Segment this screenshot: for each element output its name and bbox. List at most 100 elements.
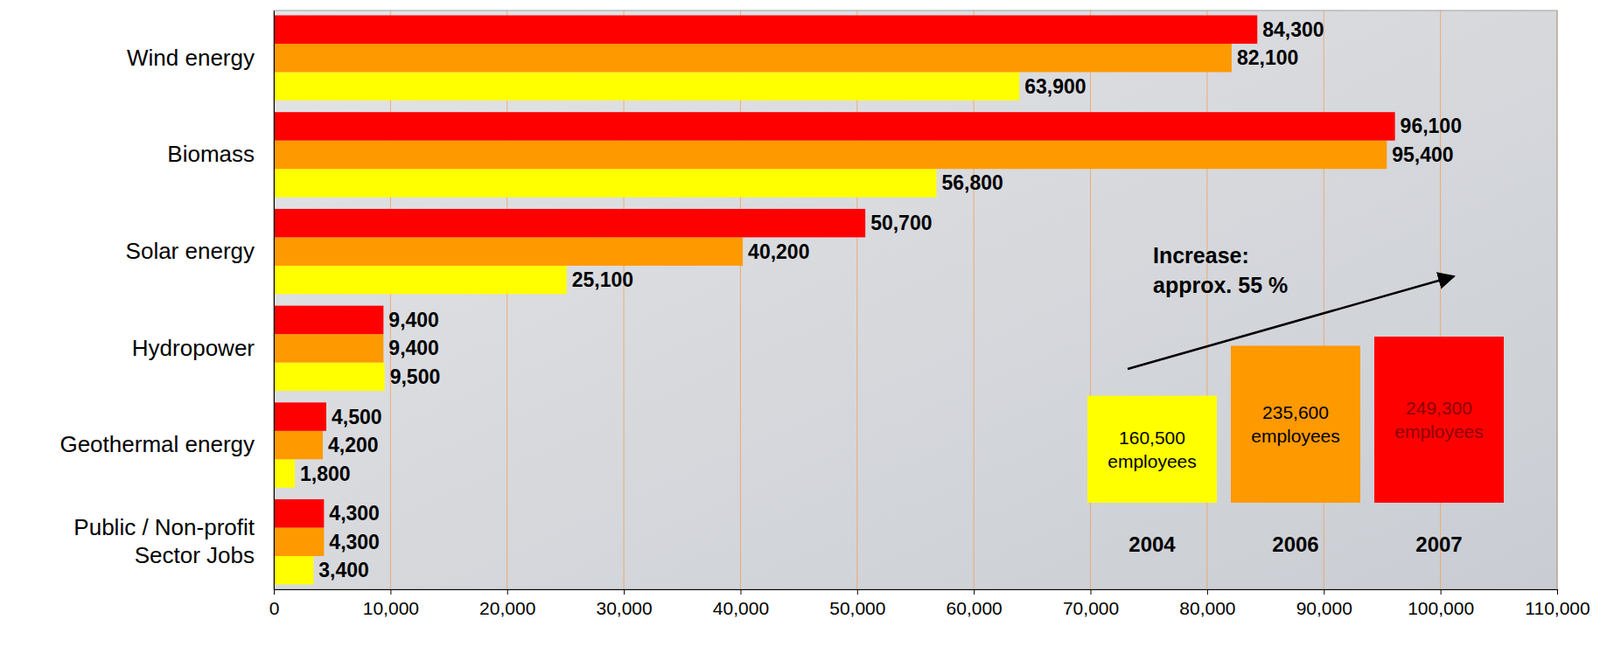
y-tick-label: Wind energy — [126, 44, 255, 71]
x-tick-label: 100,000 — [1407, 598, 1475, 619]
y-tick-label: Solar energy — [125, 237, 255, 265]
bar — [273, 237, 743, 266]
legend-label: 2007 — [1415, 532, 1462, 557]
bar — [273, 402, 327, 431]
bar — [273, 499, 324, 528]
x-tick-label: 60,000 — [946, 598, 1003, 619]
total-box — [1087, 396, 1217, 504]
total-label: 249,300employees — [1394, 398, 1484, 442]
y-tick: Hydropower — [132, 335, 274, 362]
x-axis: 0 10,000 20,000 30,000 40,000 50,000 60,000 70,… — [269, 589, 1591, 619]
x-tick: 90,000 — [1296, 589, 1353, 619]
x-tick-mark — [273, 589, 275, 595]
data-label: 84,300 — [1262, 18, 1324, 42]
x-tick: 60,000 — [946, 589, 1003, 619]
y-tick: Solar energy — [125, 237, 274, 265]
x-tick-label: 50,000 — [829, 598, 886, 619]
data-label: 4,300 — [328, 531, 380, 554]
bar — [273, 71, 1020, 100]
data-label: 1,800 — [300, 462, 351, 486]
legend: 160,500employees 2004 235,600employees 2006… — [1087, 336, 1504, 557]
x-tick: 20,000 — [479, 589, 536, 619]
bar — [273, 140, 1387, 169]
plot: 63,900 56,800 25,100 9,500 1,800 3,400 82,100 9… — [59, 10, 1590, 619]
legend-label: 2006 — [1271, 532, 1319, 557]
data-label: 4,200 — [328, 433, 379, 457]
x-tick-label: 70,000 — [1062, 598, 1119, 619]
bar — [273, 43, 1232, 72]
data-label: 63,900 — [1024, 75, 1086, 98]
bar — [273, 306, 384, 335]
data-label: 50,700 — [870, 211, 932, 235]
data-label: 4,300 — [328, 502, 380, 525]
bar — [273, 363, 385, 392]
total-box — [1230, 345, 1361, 504]
x-axis-line — [274, 590, 1559, 596]
data-label: 4,500 — [331, 405, 383, 429]
y-tick-label: Geothermal energy — [59, 431, 255, 458]
x-tick-mark — [1440, 589, 1442, 595]
bar — [273, 265, 567, 294]
data-label: 56,800 — [942, 171, 1004, 195]
x-tick-mark — [1090, 589, 1092, 595]
plot-background — [273, 10, 1558, 590]
data-label: 95,400 — [1391, 143, 1454, 167]
bar — [273, 209, 866, 238]
bar — [273, 168, 937, 197]
bar — [273, 15, 1258, 44]
x-tick: 80,000 — [1179, 589, 1236, 619]
total-label: 160,500employees — [1107, 427, 1197, 472]
x-tick-label: 10,000 — [363, 598, 420, 619]
bar — [273, 431, 323, 460]
x-tick-label: 80,000 — [1179, 598, 1236, 619]
grid — [273, 10, 1558, 590]
bar — [273, 111, 1396, 140]
data-labels: 63,900 56,800 25,100 9,500 1,800 3,400 82,100 9… — [300, 18, 1462, 582]
bar — [273, 334, 384, 363]
x-tick: 40,000 — [712, 589, 769, 619]
x-tick: 70,000 — [1062, 589, 1119, 619]
x-tick-mark — [390, 589, 392, 595]
data-label: 9,400 — [388, 308, 440, 332]
x-tick-mark — [857, 589, 859, 595]
x-tick: 30,000 — [595, 589, 652, 619]
x-tick-label: 110,000 — [1524, 598, 1590, 619]
legend-label: 2004 — [1128, 532, 1176, 557]
x-tick-label: 0 — [269, 598, 280, 619]
y-tick: Geothermal energy — [59, 431, 274, 458]
total-box — [1374, 336, 1504, 504]
x-tick-label: 90,000 — [1296, 598, 1353, 619]
x-tick-label: 20,000 — [479, 598, 536, 619]
x-tick: 10,000 — [363, 589, 420, 619]
data-label: 96,100 — [1400, 114, 1462, 138]
y-tick: Public / Non-profitSector Jobs — [73, 514, 274, 568]
data-label: 40,200 — [747, 240, 810, 264]
x-tick-mark — [1207, 589, 1209, 595]
total-label: 235,600employees — [1250, 402, 1341, 447]
bar — [273, 459, 295, 488]
x-tick-label: 30,000 — [595, 598, 652, 619]
bar — [273, 528, 324, 557]
data-label: 9,500 — [390, 365, 441, 389]
data-label: 82,100 — [1236, 46, 1299, 70]
x-tick-mark — [623, 589, 625, 595]
chart: 63,900 56,800 25,100 9,500 1,800 3,400 82,100 9… — [0, 0, 1600, 647]
x-tick: 0 — [269, 589, 280, 619]
y-axis: Wind energy Biomass Solar energy Hydropower… — [59, 11, 274, 591]
x-tick-mark — [740, 589, 741, 595]
x-tick: 100,000 — [1407, 589, 1475, 619]
y-tick: Biomass — [167, 140, 274, 168]
x-tick: 50,000 — [829, 589, 886, 619]
data-label: 25,100 — [572, 268, 634, 292]
bars — [273, 15, 1396, 586]
y-axis-line — [273, 11, 275, 591]
data-label: 3,400 — [318, 558, 370, 582]
x-tick-mark — [507, 589, 509, 595]
x-tick-mark — [1557, 589, 1559, 595]
x-tick-mark — [973, 589, 975, 595]
annotation: Increase:approx. 55 % — [1152, 243, 1288, 298]
y-tick-label: Biomass — [167, 140, 255, 168]
x-tick-mark — [1323, 589, 1325, 595]
plot-frame — [273, 10, 1558, 590]
data-label: 9,400 — [388, 336, 440, 360]
